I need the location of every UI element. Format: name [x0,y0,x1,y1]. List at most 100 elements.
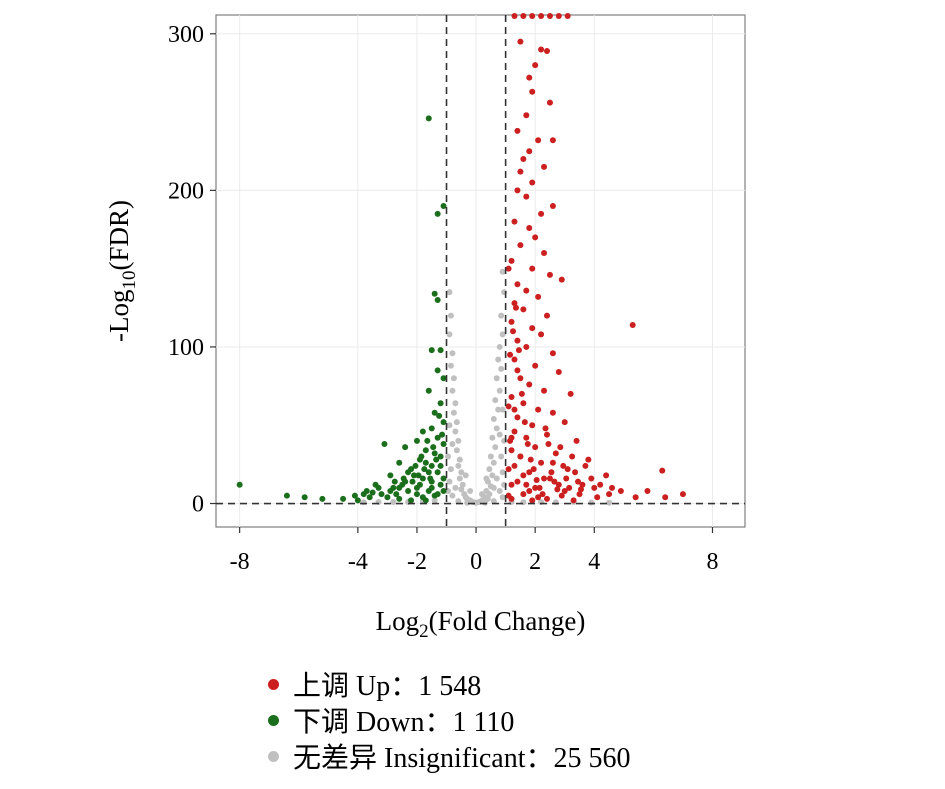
point-up-39 [511,300,518,307]
legend-item-insignificant: 无差异 Insignificant：25 560 [268,738,631,774]
point-down-26 [434,469,441,476]
point-down-42 [283,492,290,499]
point-up-19 [520,156,527,163]
point-ns-40 [449,350,456,357]
x-tick-label-5: 4 [588,549,600,575]
point-up-65 [573,437,580,444]
series-up [505,13,686,504]
point-down-7 [434,367,441,374]
point-up-14 [523,112,530,119]
point-up-89 [644,487,651,494]
x-axis-title-subscript: 2 [419,621,429,642]
point-down-73 [418,453,425,460]
point-up-105 [576,491,583,498]
point-up-90 [632,494,639,501]
point-up-91 [594,494,601,501]
point-ns-45 [450,409,457,416]
point-ns-6 [498,365,505,372]
legend: 上调 Up：1 548 下调 Down：1 110 无差异 Insignific… [268,666,631,774]
point-down-44 [354,497,361,504]
point-up-70 [585,456,592,463]
point-ns-90 [449,441,456,448]
point-ns-52 [458,469,465,476]
point-ns-64 [446,478,453,485]
point-down-4 [434,296,441,303]
point-ns-77 [552,499,559,506]
point-down-16 [413,437,420,444]
x-tick-label-6: 8 [706,549,718,575]
point-down-58 [378,491,385,498]
point-down-8 [440,375,447,382]
point-up-17 [549,137,556,144]
point-up-87 [679,491,686,498]
point-up-86 [659,467,666,474]
point-up-76 [546,475,553,482]
point-up-120 [545,441,552,448]
point-up-1 [520,13,527,19]
point-up-97 [520,472,527,479]
point-up-25 [549,203,556,210]
point-ns-31 [499,469,506,476]
point-down-48 [437,462,444,469]
point-ns-2 [498,312,505,319]
point-up-35 [558,276,565,283]
point-up-55 [508,394,515,401]
point-ns-13 [489,434,496,441]
point-down-72 [421,466,428,473]
point-up-53 [541,387,548,394]
point-up-60 [561,419,568,426]
point-ns-50 [456,456,463,463]
point-up-136 [606,491,613,498]
point-up-93 [511,406,518,413]
point-ns-3 [499,331,506,338]
point-up-64 [523,434,530,441]
point-down-1 [440,203,447,210]
point-ns-10 [495,406,502,413]
point-up-114 [527,456,534,463]
point-up-72 [511,462,518,469]
point-up-85 [629,322,636,329]
point-up-143 [505,492,512,499]
point-up-58 [549,409,556,416]
point-down-2 [434,210,441,217]
point-ns-80 [606,499,613,506]
legend-insignificant-dot-icon [268,750,279,762]
point-down-23 [396,459,403,466]
point-ns-30 [498,453,505,460]
point-down-52 [422,459,429,466]
point-up-0 [511,13,518,19]
point-ns-79 [588,499,595,506]
point-down-68 [433,456,440,463]
y-axis-title-prefix: -Log [104,290,134,342]
point-up-108 [510,328,517,335]
point-down-38 [384,494,391,501]
point-ns-15 [487,453,494,460]
point-up-135 [597,481,604,488]
point-down-65 [396,495,403,502]
point-up-142 [508,481,515,488]
y-tick-label-1: 100 [168,335,204,361]
axes: -8 -4 -2 0 2 4 8 0 100 200 300 [168,22,718,575]
point-up-51 [517,375,524,382]
point-down-53 [416,481,423,488]
point-up-7 [517,38,524,45]
point-ns-4 [496,343,503,350]
point-up-23 [514,187,521,194]
point-ns-35 [493,475,500,482]
y-tick-label-2: 200 [168,178,204,204]
point-down-66 [439,431,446,438]
point-ns-12 [493,425,500,432]
point-down-77 [405,469,412,476]
point-down-35 [393,491,400,498]
point-up-106 [543,495,550,502]
point-down-74 [415,472,422,479]
point-ns-46 [453,419,460,426]
point-ns-88 [462,472,469,479]
point-ns-67 [452,484,459,491]
x-tick-label-3: 0 [470,549,482,575]
y-axis-title-suffix: (FDR) [104,200,134,271]
point-up-123 [554,486,561,493]
point-down-64 [413,491,420,498]
point-up-99 [526,487,533,494]
